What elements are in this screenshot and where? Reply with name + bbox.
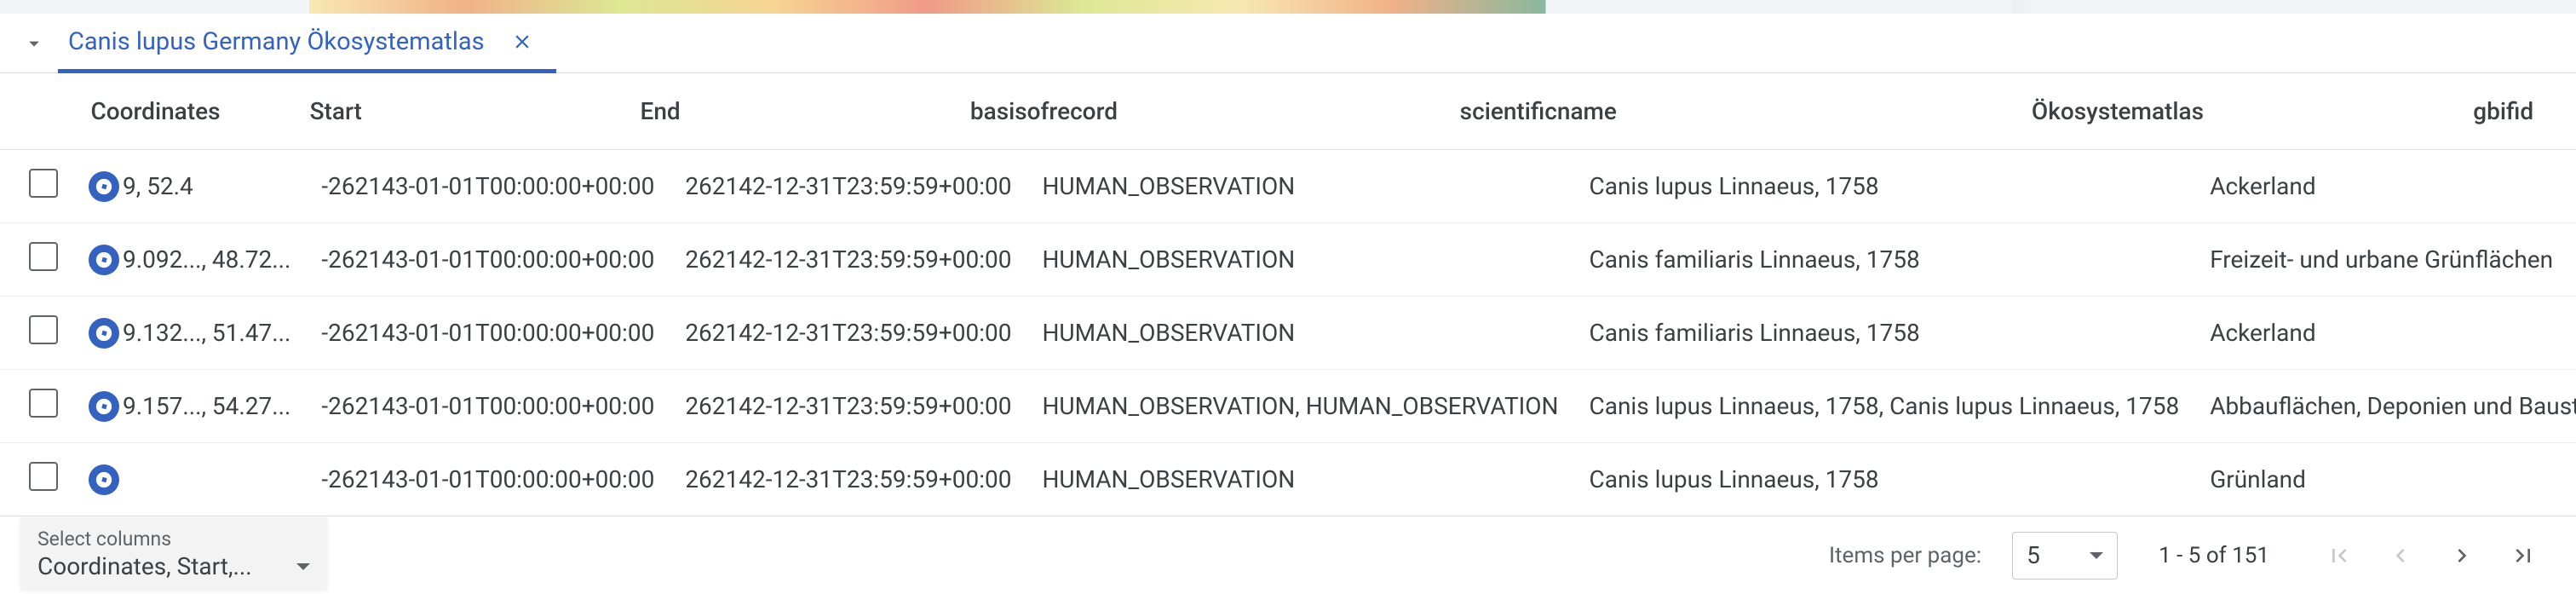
- prev-page-button[interactable]: [2378, 533, 2423, 578]
- scientificname-value: Canis lupus Linnaeus, 1758: [1574, 150, 2195, 223]
- column-selector-label: Select columns: [37, 528, 310, 551]
- header-end[interactable]: End: [625, 73, 955, 150]
- page-size-select[interactable]: 5: [2012, 532, 2118, 580]
- pagination-range: 1 - 5 of 151: [2159, 543, 2269, 568]
- next-page-button[interactable]: [2440, 533, 2484, 578]
- row-checkbox[interactable]: [29, 242, 58, 271]
- compass-icon: [89, 318, 119, 349]
- header-checkbox-col: [0, 73, 75, 150]
- close-icon: [511, 31, 533, 53]
- start-value: -262143-01-01T00:00:00+00:00: [306, 223, 670, 297]
- okosystematlas-value: Ackerland: [2194, 150, 2576, 223]
- chevron-right-icon: [2448, 542, 2475, 569]
- table-row[interactable]: 9.132..., 51.47... -262143-01-01T00:00:0…: [0, 297, 2576, 370]
- header-coordinates[interactable]: Coordinates: [75, 73, 294, 150]
- coords-value: 9, 52.4: [123, 172, 193, 200]
- okosystematlas-value: Abbauflächen, Deponien und Baustellen: [2194, 370, 2576, 443]
- compass-icon: [89, 391, 119, 422]
- collapse-toggle[interactable]: [17, 26, 51, 61]
- compass-icon: [89, 245, 119, 275]
- okosystematlas-value: Ackerland: [2194, 297, 2576, 370]
- okosystematlas-value: Grünland: [2194, 443, 2576, 516]
- page-size-value: 5: [2027, 541, 2040, 569]
- map-preview-strip: [0, 0, 2576, 14]
- table-footer: Select columns Coordinates, Start,... It…: [0, 516, 2576, 594]
- header-okosystematlas[interactable]: Ökosystematlas: [2016, 73, 2458, 150]
- basis-value: HUMAN_OBSERVATION: [1026, 223, 1573, 297]
- table-row[interactable]: 9, 52.4 -262143-01-01T00:00:00+00:00 262…: [0, 150, 2576, 223]
- basis-value: HUMAN_OBSERVATION: [1026, 297, 1573, 370]
- column-selector[interactable]: Select columns Coordinates, Start,...: [20, 517, 327, 589]
- table-row[interactable]: 9.092..., 48.72... -262143-01-01T00:00:0…: [0, 223, 2576, 297]
- column-selector-value: Coordinates, Start,...: [37, 552, 310, 580]
- scientificname-value: Canis lupus Linnaeus, 1758, Canis lupus …: [1574, 370, 2195, 443]
- chevron-left-icon: [2387, 542, 2414, 569]
- last-page-button[interactable]: [2501, 533, 2545, 578]
- table-row[interactable]: 9.157..., 54.27... -262143-01-01T00:00:0…: [0, 370, 2576, 443]
- tab-title: Canis lupus Germany Ökosystematlas: [68, 27, 485, 56]
- first-page-icon: [2326, 542, 2353, 569]
- row-checkbox[interactable]: [29, 462, 58, 491]
- header-gbifid[interactable]: gbifid: [2458, 73, 2576, 150]
- dropdown-arrow-icon: [2090, 552, 2103, 559]
- header-scientificname[interactable]: scientificname: [1445, 73, 2016, 150]
- scientificname-value: Canis familiaris Linnaeus, 1758: [1574, 223, 2195, 297]
- row-checkbox[interactable]: [29, 315, 58, 344]
- row-checkbox[interactable]: [29, 169, 58, 198]
- coords-value: 9.157..., 54.27...: [123, 392, 290, 420]
- chevron-down-icon: [22, 32, 46, 55]
- start-value: -262143-01-01T00:00:00+00:00: [306, 150, 670, 223]
- end-value: 262142-12-31T23:59:59+00:00: [670, 150, 1026, 223]
- coords-value: 9.092..., 48.72...: [123, 245, 290, 274]
- dropdown-arrow-icon: [296, 563, 310, 570]
- data-table: Coordinates Start End basisofrecord scie…: [0, 73, 2576, 516]
- first-page-button[interactable]: [2317, 533, 2361, 578]
- basis-value: HUMAN_OBSERVATION: [1026, 443, 1573, 516]
- end-value: 262142-12-31T23:59:59+00:00: [670, 370, 1026, 443]
- okosystematlas-value: Freizeit- und urbane Grünflächen: [2194, 223, 2576, 297]
- column-selector-value-text: Coordinates, Start,...: [37, 552, 252, 580]
- items-per-page-label: Items per page:: [1829, 543, 1981, 568]
- scientificname-value: Canis lupus Linnaeus, 1758: [1574, 443, 2195, 516]
- table-row[interactable]: -262143-01-01T00:00:00+00:00 262142-12-3…: [0, 443, 2576, 516]
- start-value: -262143-01-01T00:00:00+00:00: [306, 297, 670, 370]
- end-value: 262142-12-31T23:59:59+00:00: [670, 223, 1026, 297]
- last-page-icon: [2510, 542, 2537, 569]
- header-basisofrecord[interactable]: basisofrecord: [955, 73, 1445, 150]
- coords-value: 9.132..., 51.47...: [123, 319, 290, 347]
- start-value: -262143-01-01T00:00:00+00:00: [306, 370, 670, 443]
- end-value: 262142-12-31T23:59:59+00:00: [670, 297, 1026, 370]
- active-tab[interactable]: Canis lupus Germany Ökosystematlas: [58, 14, 556, 73]
- end-value: 262142-12-31T23:59:59+00:00: [670, 443, 1026, 516]
- basis-value: HUMAN_OBSERVATION, HUMAN_OBSERVATION: [1026, 370, 1573, 443]
- start-value: -262143-01-01T00:00:00+00:00: [306, 443, 670, 516]
- scientificname-value: Canis familiaris Linnaeus, 1758: [1574, 297, 2195, 370]
- compass-icon: [89, 464, 119, 495]
- pagination-controls: [2317, 533, 2545, 578]
- row-checkbox[interactable]: [29, 389, 58, 418]
- header-start[interactable]: Start: [295, 73, 625, 150]
- basis-value: HUMAN_OBSERVATION: [1026, 150, 1573, 223]
- compass-icon: [89, 171, 119, 202]
- tab-close-button[interactable]: [509, 28, 536, 55]
- tab-bar: Canis lupus Germany Ökosystematlas: [0, 14, 2576, 73]
